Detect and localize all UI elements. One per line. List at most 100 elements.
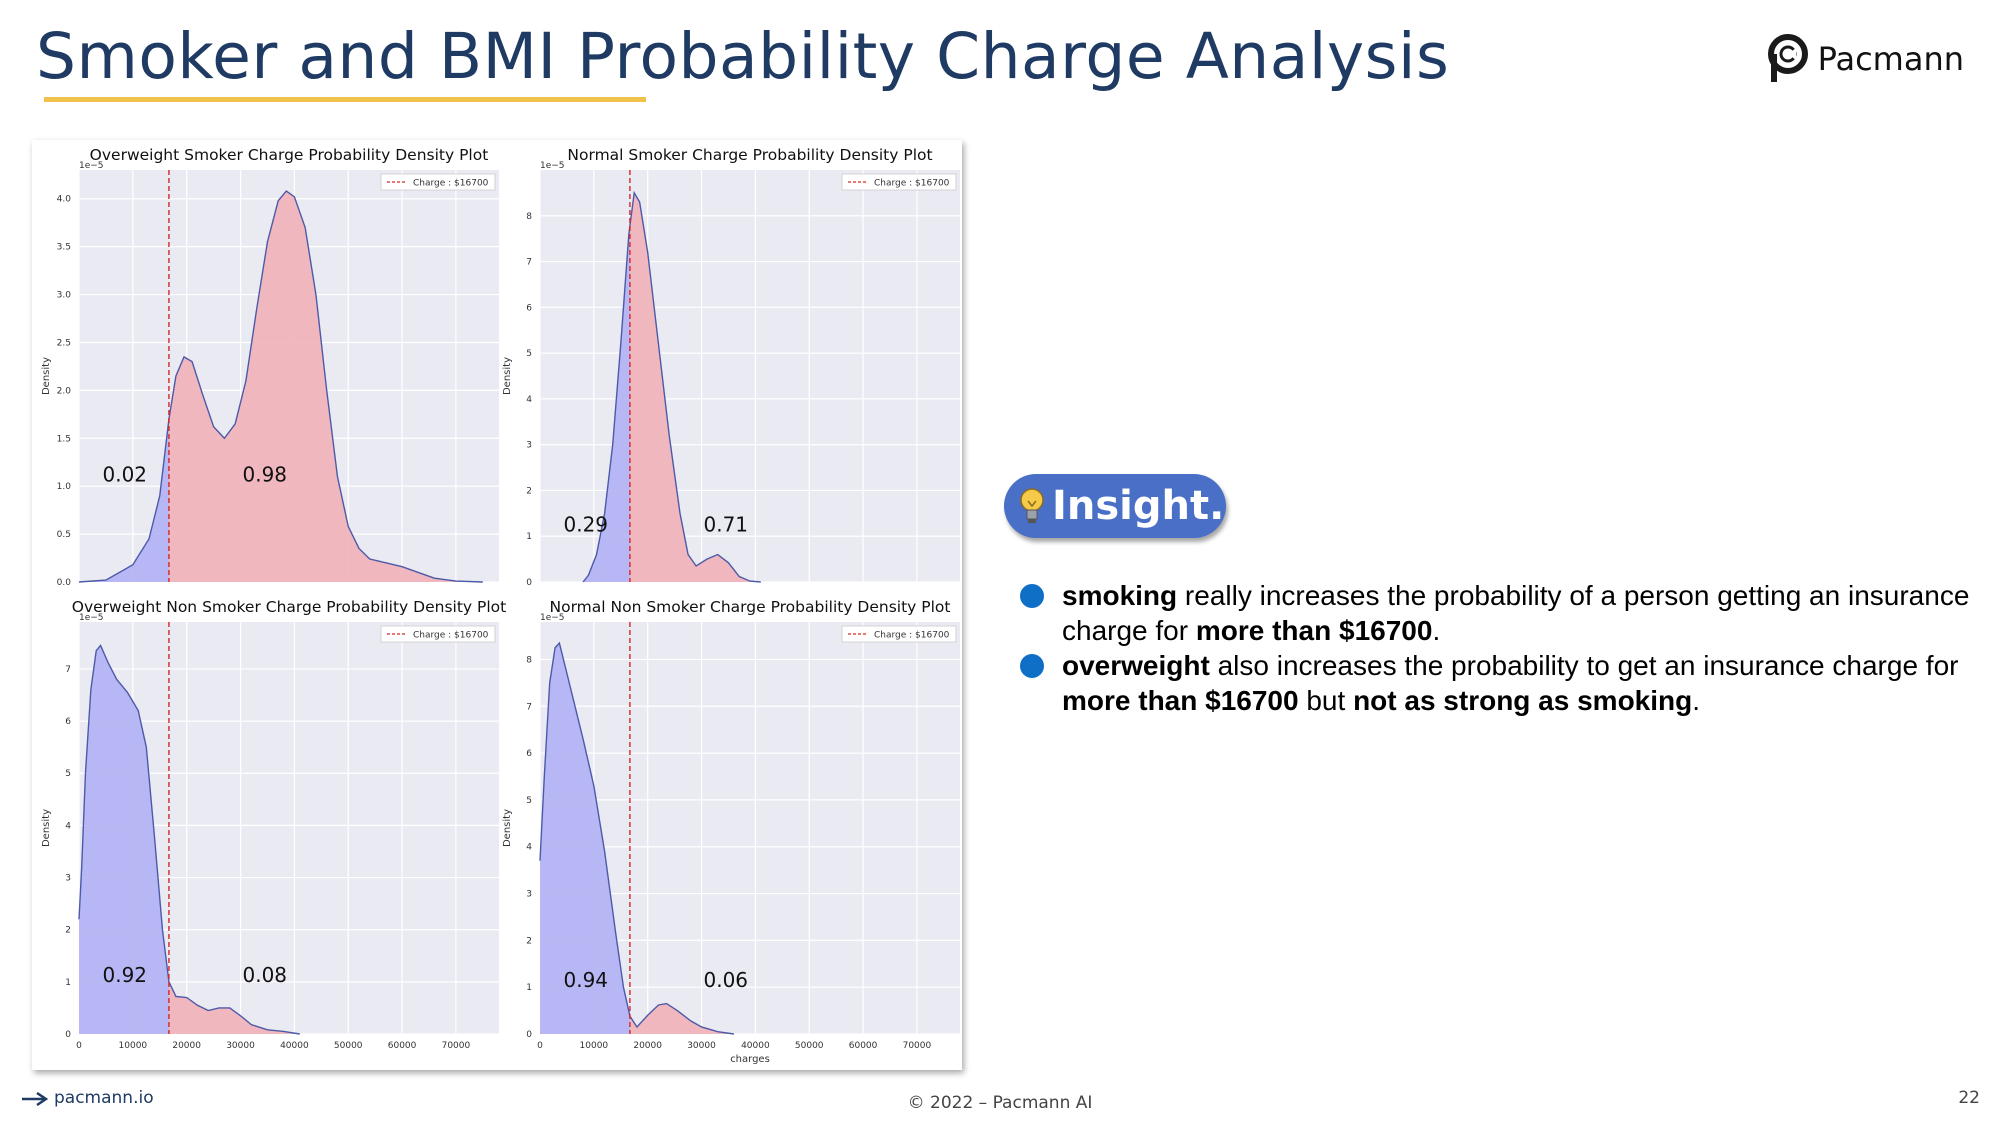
y-tick-label: 5 [526, 349, 532, 359]
insight-badge: Insight. [1004, 474, 1226, 538]
density-plots-figure: 0.0 0.5 1.0 1.5 2.0 2.5 3.0 3.5 4.0 Charge : $167… [32, 140, 962, 1070]
y-tick-label: 4 [526, 395, 532, 405]
legend-label: Charge : $16700 [413, 631, 489, 641]
y-scale-label: 1e−5 [79, 161, 104, 171]
y-tick-label: 7 [65, 665, 71, 675]
probability-label: 0.94 [564, 968, 609, 992]
y-tick-label: 2.5 [57, 338, 71, 348]
y-tick-label: 0 [526, 578, 532, 588]
x-tick-label: 0 [537, 1041, 543, 1051]
probability-label: 0.02 [103, 462, 148, 486]
insight-text: also increases the probability to get an… [1209, 650, 1959, 681]
probability-label: 0.06 [704, 968, 749, 992]
density-plot-panel: 0 1 2 3 4 5 6 7 8 0 10000 20000 30000 40000 50000 60000… [502, 598, 960, 1065]
y-tick-label: 3.5 [57, 243, 71, 253]
insight-label: Insight. [1052, 483, 1225, 529]
y-tick-label: 0 [526, 1030, 532, 1040]
y-tick-label: 8 [526, 655, 532, 665]
y-tick-label: 1 [526, 532, 532, 542]
footer-link[interactable]: pacmann.io [54, 1088, 154, 1108]
above-threshold-area [629, 1003, 734, 1034]
y-scale-label: 1e−5 [79, 613, 104, 623]
y-tick-label: 8 [526, 212, 532, 222]
y-axis-label: Density [502, 809, 513, 847]
above-threshold-area [168, 981, 300, 1034]
insight-keyword: smoking [1062, 580, 1178, 611]
y-tick-label: 0.0 [57, 578, 72, 588]
insight-keyword: overweight [1062, 650, 1210, 681]
y-tick-label: 5 [65, 769, 71, 779]
insight-emphasis: more than $16700 [1195, 615, 1433, 646]
plot-title: Normal Smoker Charge Probability Density… [567, 146, 932, 164]
pacmann-logo-icon [1767, 34, 1808, 82]
y-tick-label: 2.0 [57, 386, 72, 396]
y-tick-label: 6 [65, 717, 71, 727]
insight-text: . [1432, 615, 1441, 646]
plot-title: Overweight Non Smoker Charge Probability… [72, 598, 506, 616]
y-tick-label: 1 [526, 983, 532, 993]
density-curve [78, 190, 483, 583]
x-tick-label: 30000 [226, 1041, 255, 1051]
y-tick-label: 4 [65, 821, 71, 831]
y-tick-label: 2 [526, 936, 532, 946]
below-threshold-area [583, 225, 630, 583]
y-tick-label: 0.5 [57, 530, 71, 540]
legend-label: Charge : $16700 [413, 179, 489, 189]
insight-text: . [1692, 685, 1701, 716]
below-threshold-area [79, 419, 169, 582]
y-tick-label: 0 [65, 1030, 71, 1040]
y-scale-label: 1e−5 [540, 161, 565, 171]
plot-title: Overweight Smoker Charge Probability Den… [90, 146, 489, 164]
y-tick-label: 1.5 [57, 434, 71, 444]
below-threshold-area [540, 643, 630, 1034]
arrow-right-icon [22, 1092, 48, 1106]
x-tick-label: 0 [76, 1041, 82, 1051]
bullet-icon [1020, 654, 1044, 678]
x-axis-label: charges [730, 1054, 770, 1065]
x-tick-label: 20000 [633, 1041, 662, 1051]
page-number: 22 [1958, 1088, 1980, 1108]
legend-box [841, 625, 957, 643]
density-plot-panel: 0.0 0.5 1.0 1.5 2.0 2.5 3.0 3.5 4.0 Charge : $167… [41, 146, 499, 588]
y-tick-label: 3 [526, 890, 532, 900]
y-axis-label: Density [41, 357, 52, 395]
insight-emphasis: not as strong as smoking [1353, 685, 1693, 716]
probability-label: 0.08 [243, 963, 288, 987]
x-tick-label: 50000 [795, 1041, 824, 1051]
legend-label: Charge : $16700 [874, 179, 950, 189]
above-threshold-area [629, 192, 761, 582]
y-tick-label: 3.0 [57, 291, 72, 301]
x-tick-label: 60000 [849, 1041, 878, 1051]
insight-point: overweight also increases the probabilit… [1020, 648, 1970, 718]
y-tick-label: 2 [526, 486, 532, 496]
legend-box [380, 173, 496, 191]
x-tick-label: 70000 [903, 1041, 932, 1051]
probability-label: 0.29 [564, 513, 609, 537]
insight-emphasis: more than $16700 [1062, 685, 1299, 716]
slide-title: Smoker and BMI Probability Charge Analys… [36, 20, 1450, 93]
y-tick-label: 4 [526, 843, 532, 853]
y-tick-label: 1 [65, 978, 71, 988]
legend-box [380, 625, 496, 643]
x-tick-label: 10000 [119, 1041, 148, 1051]
brand-name: Pacmann [1817, 40, 1964, 78]
y-tick-label: 3 [65, 874, 71, 884]
y-tick-label: 4.0 [57, 195, 72, 205]
density-curve [539, 641, 734, 1035]
x-tick-label: 20000 [172, 1041, 201, 1051]
density-plot-panel: 0 1 2 3 4 5 6 7 8 Charge : $16700 0.29 0.71 Normal S… [502, 146, 960, 588]
y-tick-label: 7 [526, 702, 532, 712]
title-underline [44, 97, 646, 102]
probability-label: 0.92 [103, 963, 148, 987]
y-axis-label: Density [502, 357, 513, 395]
insight-point: smoking really increases the probability… [1020, 578, 1970, 648]
brand: Pacmann [1766, 34, 1964, 84]
density-plots-svg: 0.0 0.5 1.0 1.5 2.0 2.5 3.0 3.5 4.0 Charge : $167… [41, 146, 960, 1065]
y-scale-label: 1e−5 [540, 613, 565, 623]
insight-list: smoking really increases the probability… [1020, 578, 1970, 718]
plot-title: Normal Non Smoker Charge Probability Den… [550, 598, 951, 616]
insight-text: but [1298, 685, 1354, 716]
x-tick-label: 10000 [580, 1041, 609, 1051]
y-tick-label: 3 [526, 441, 532, 451]
x-tick-label: 60000 [388, 1041, 417, 1051]
